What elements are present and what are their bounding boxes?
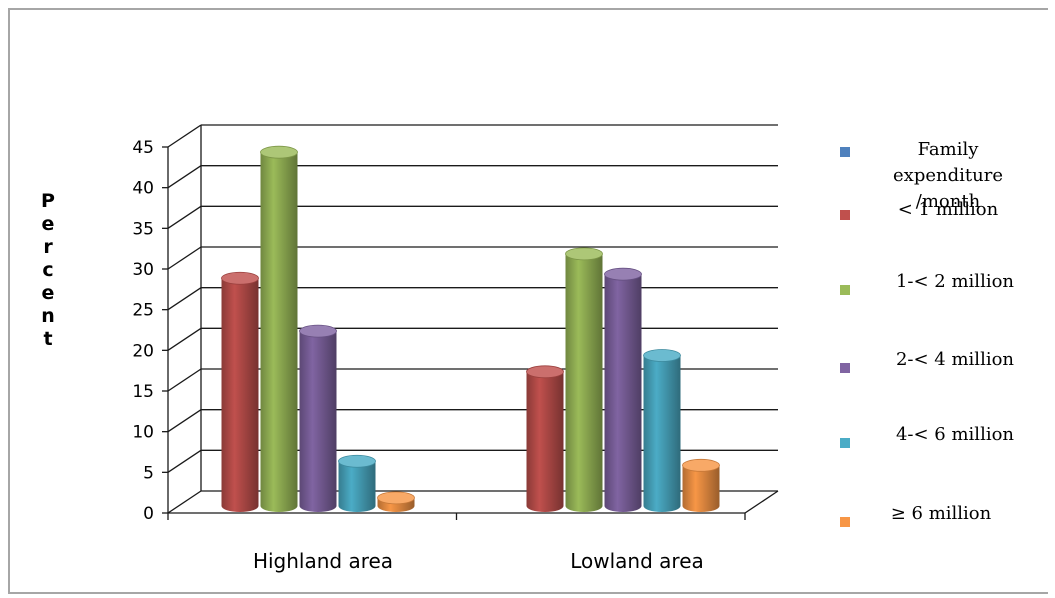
grid-side-line	[167, 368, 202, 392]
grid-side-line	[167, 246, 202, 270]
bar	[643, 355, 681, 512]
bar-top	[643, 349, 681, 362]
y-tick-label: 40	[132, 179, 154, 199]
bar	[338, 461, 376, 512]
legend-swatch	[840, 285, 850, 295]
y-tick-label: 25	[132, 301, 154, 321]
bar-top	[682, 458, 720, 472]
y-tick-label: 20	[132, 341, 154, 361]
grid-side-line	[167, 287, 202, 311]
bar	[221, 278, 259, 512]
y-tick-label: 45	[132, 138, 154, 158]
legend-label: 1-< 2 million	[896, 271, 1014, 292]
grid-side-line	[167, 205, 202, 229]
bar-top	[377, 491, 415, 505]
y-axis-label-char: e	[41, 213, 55, 235]
legend-swatch	[840, 147, 850, 157]
legend-swatch	[840, 210, 850, 220]
chart-frame	[8, 8, 1048, 594]
legend-swatch	[840, 517, 850, 527]
y-axis-label-char: P	[41, 190, 55, 212]
y-tick-label: 0	[143, 504, 154, 524]
y-axis-label-char: c	[42, 259, 54, 281]
y-tick-label: 30	[132, 260, 154, 280]
grid-side-line	[167, 165, 202, 189]
floor-edge	[744, 490, 779, 514]
bar-top	[299, 324, 337, 338]
y-tick-label: 5	[143, 463, 154, 483]
y-tick-label: 10	[132, 423, 154, 443]
bar-top	[338, 454, 376, 468]
bar	[565, 253, 603, 512]
bar	[526, 371, 564, 512]
grid-side-line	[167, 490, 202, 514]
bar-top	[604, 267, 642, 281]
y-axis-label-char: e	[41, 282, 55, 304]
bar	[260, 152, 298, 512]
y-axis-label-char: n	[41, 305, 55, 327]
grid-side-line	[167, 124, 202, 148]
y-tick-label: 15	[132, 382, 154, 402]
bar-top	[221, 271, 259, 285]
x-category-label: Lowland area	[570, 549, 704, 573]
legend-label: < 1 million	[898, 199, 999, 220]
grid-side-line	[167, 409, 202, 433]
grid-side-line	[167, 449, 202, 473]
legend-label: 4-< 6 million	[896, 424, 1014, 445]
bar	[604, 274, 642, 512]
y-axis-label-char: r	[43, 236, 53, 258]
legend-swatch	[840, 438, 850, 448]
legend-label: 2-< 4 million	[896, 349, 1014, 370]
bar-top	[260, 145, 298, 159]
bar	[299, 331, 337, 512]
bar	[682, 465, 720, 512]
bar-top	[565, 247, 603, 261]
y-tick-label: 35	[132, 219, 154, 239]
legend-title: Family expenditure/month	[893, 139, 1003, 212]
grid-side-line	[167, 327, 202, 351]
x-category-label: Highland area	[253, 549, 393, 573]
legend-swatch	[840, 363, 850, 373]
bar-top	[526, 365, 564, 379]
y-axis-label-char: t	[43, 328, 53, 350]
legend-label: ≥ 6 million	[891, 503, 992, 524]
